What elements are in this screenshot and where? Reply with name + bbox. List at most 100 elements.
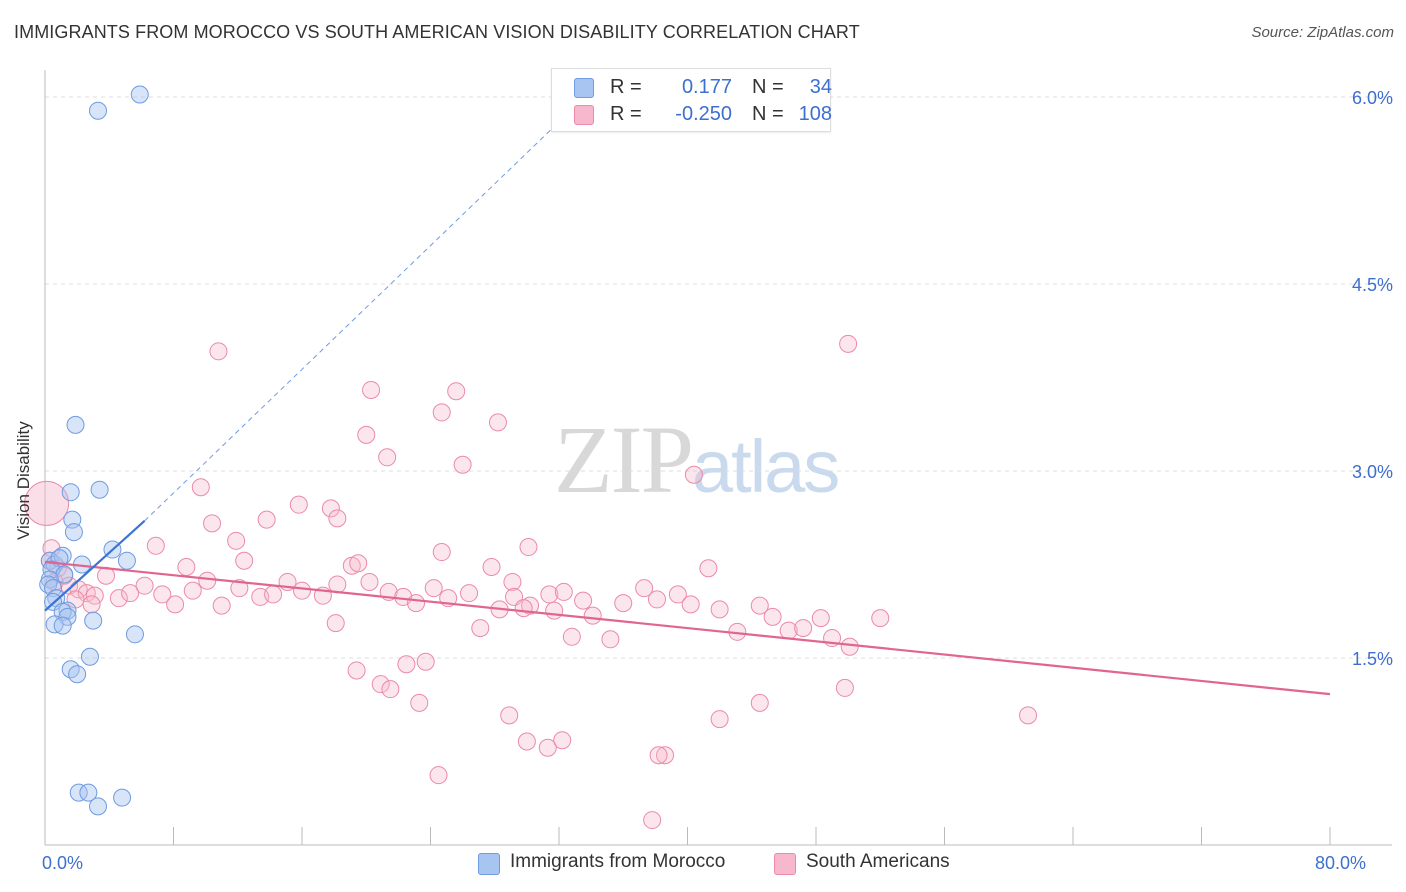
point-south-americans	[424, 579, 443, 598]
point-south-americans	[264, 585, 283, 604]
y-tick-label: 3.0%	[1352, 462, 1393, 482]
point-south-americans	[750, 693, 769, 712]
point-south-americans	[668, 585, 687, 604]
point-south-americans	[432, 403, 451, 422]
legend-n-value: 34	[809, 76, 832, 98]
point-south-americans	[835, 678, 854, 697]
point-south-americans	[230, 579, 249, 598]
trendline-morocco	[44, 520, 146, 612]
point-south-americans	[289, 495, 308, 514]
point-south-americans	[183, 581, 202, 600]
point-south-americans	[146, 536, 165, 555]
point-south-americans	[326, 614, 345, 633]
point-south-americans	[482, 557, 501, 576]
watermark-atlas: atlas	[692, 425, 840, 508]
point-south-americans	[135, 576, 154, 595]
point-south-americans	[347, 661, 366, 680]
point-morocco	[89, 101, 108, 120]
point-south-americans	[293, 581, 311, 600]
point-south-americans	[763, 607, 782, 626]
point-south-americans	[177, 557, 196, 576]
point-south-americans	[1019, 706, 1038, 725]
legend-swatch-south-americans	[574, 105, 594, 125]
y-tick-label: 6.0%	[1352, 88, 1393, 108]
legend-swatch-morocco	[478, 853, 500, 875]
point-south-americans	[432, 543, 451, 562]
point-south-americans	[212, 596, 231, 615]
x-tick-label: 80.0%	[1315, 853, 1366, 873]
point-morocco	[66, 415, 85, 434]
point-south-americans	[811, 609, 830, 628]
point-south-americans	[381, 680, 400, 699]
point-south-americans	[871, 609, 890, 628]
point-south-americans	[656, 746, 675, 765]
point-south-americans	[839, 334, 858, 353]
point-south-americans	[750, 596, 769, 615]
point-morocco	[64, 523, 83, 542]
legend-r-label: R =	[610, 103, 642, 125]
point-south-americans	[554, 582, 573, 601]
chart-title: IMMIGRANTS FROM MOROCCO VS SOUTH AMERICA…	[14, 22, 860, 42]
legend-r-label: R =	[610, 76, 642, 98]
point-morocco	[84, 611, 103, 630]
point-south-americans	[410, 693, 429, 712]
point-south-americans	[794, 619, 813, 638]
point-south-americans	[562, 627, 581, 646]
point-south-americans	[362, 380, 381, 399]
point-south-americans	[24, 480, 70, 526]
point-south-americans	[710, 710, 729, 729]
point-south-americans	[545, 601, 564, 620]
point-south-americans	[328, 509, 347, 528]
legend-n-label: N =	[752, 103, 784, 125]
point-south-americans	[429, 766, 448, 785]
point-south-americans	[82, 595, 101, 614]
correlation-legend: R = 0.177 N = 34 R = -0.250 N = 108	[551, 68, 832, 132]
point-morocco	[90, 480, 109, 499]
point-south-americans	[203, 514, 222, 533]
point-south-americans	[357, 425, 376, 444]
point-south-americans	[397, 655, 416, 674]
point-south-americans	[553, 731, 572, 750]
legend-r-value: 0.177	[681, 76, 732, 98]
point-south-americans	[684, 465, 703, 484]
point-morocco	[130, 85, 149, 104]
point-south-americans	[583, 606, 602, 625]
point-morocco	[61, 483, 80, 502]
point-south-americans	[519, 538, 538, 557]
legend-swatch-south-americans	[774, 853, 796, 875]
point-south-americans	[378, 448, 397, 467]
point-south-americans	[643, 811, 662, 830]
point-south-americans	[500, 706, 519, 725]
point-south-americans	[153, 585, 172, 604]
point-south-americans	[710, 600, 729, 619]
point-south-americans	[614, 594, 633, 613]
point-south-americans	[198, 571, 217, 590]
point-morocco	[69, 783, 88, 802]
point-morocco	[79, 783, 98, 802]
point-south-americans	[538, 738, 557, 757]
point-morocco	[113, 788, 132, 807]
point-south-americans	[349, 554, 368, 573]
y-tick-label: 4.5%	[1352, 275, 1393, 295]
trendline-morocco-extension	[144, 121, 560, 522]
point-south-americans	[471, 619, 490, 638]
point-south-americans	[681, 595, 700, 614]
point-south-americans	[407, 594, 426, 613]
point-morocco	[68, 665, 87, 684]
point-south-americans	[321, 499, 340, 518]
legend-n-label: N =	[752, 76, 784, 98]
point-south-americans	[635, 579, 654, 598]
point-morocco	[80, 647, 99, 666]
point-south-americans	[517, 732, 536, 751]
point-south-americans	[416, 652, 435, 671]
point-south-americans	[166, 595, 185, 614]
legend-swatch-morocco	[574, 78, 594, 98]
point-south-americans	[574, 591, 593, 610]
point-morocco	[53, 616, 72, 635]
source-credit: Source: ZipAtlas.com	[1251, 24, 1394, 41]
point-south-americans	[447, 382, 466, 401]
point-south-americans	[121, 584, 140, 603]
point-south-americans	[453, 455, 472, 474]
point-south-americans	[360, 572, 379, 591]
